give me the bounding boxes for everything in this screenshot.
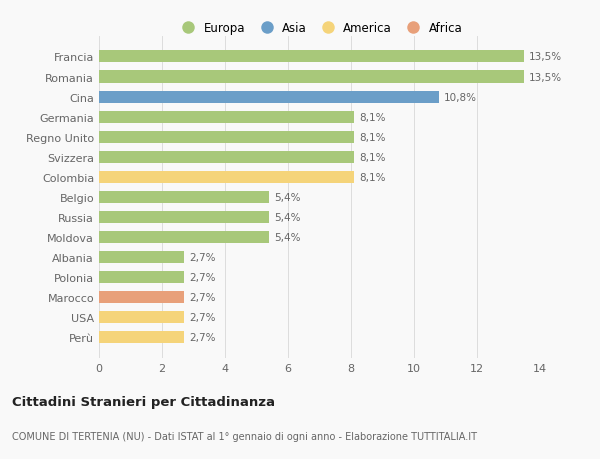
Text: 8,1%: 8,1% xyxy=(359,152,385,162)
Text: 13,5%: 13,5% xyxy=(529,52,562,62)
Text: COMUNE DI TERTENIA (NU) - Dati ISTAT al 1° gennaio di ogni anno - Elaborazione T: COMUNE DI TERTENIA (NU) - Dati ISTAT al … xyxy=(12,431,477,442)
Bar xyxy=(99,311,184,324)
Bar xyxy=(99,291,184,303)
Bar xyxy=(99,331,184,343)
Bar xyxy=(99,231,269,243)
Bar xyxy=(99,212,269,224)
Bar xyxy=(99,151,354,163)
Text: 10,8%: 10,8% xyxy=(444,92,477,102)
Bar xyxy=(99,112,354,123)
Text: 5,4%: 5,4% xyxy=(274,213,301,222)
Text: 2,7%: 2,7% xyxy=(189,292,215,302)
Legend: Europa, Asia, America, Africa: Europa, Asia, America, Africa xyxy=(172,17,467,39)
Text: 2,7%: 2,7% xyxy=(189,313,215,322)
Text: 8,1%: 8,1% xyxy=(359,132,385,142)
Text: 13,5%: 13,5% xyxy=(529,73,562,82)
Text: 5,4%: 5,4% xyxy=(274,192,301,202)
Text: 2,7%: 2,7% xyxy=(189,252,215,263)
Bar xyxy=(99,131,354,143)
Text: Cittadini Stranieri per Cittadinanza: Cittadini Stranieri per Cittadinanza xyxy=(12,395,275,408)
Bar xyxy=(99,71,524,84)
Bar xyxy=(99,51,524,63)
Bar xyxy=(99,252,184,263)
Bar xyxy=(99,91,439,103)
Text: 5,4%: 5,4% xyxy=(274,232,301,242)
Bar xyxy=(99,191,269,203)
Text: 8,1%: 8,1% xyxy=(359,173,385,182)
Bar xyxy=(99,271,184,283)
Text: 8,1%: 8,1% xyxy=(359,112,385,123)
Bar xyxy=(99,171,354,183)
Text: 2,7%: 2,7% xyxy=(189,332,215,342)
Text: 2,7%: 2,7% xyxy=(189,272,215,282)
